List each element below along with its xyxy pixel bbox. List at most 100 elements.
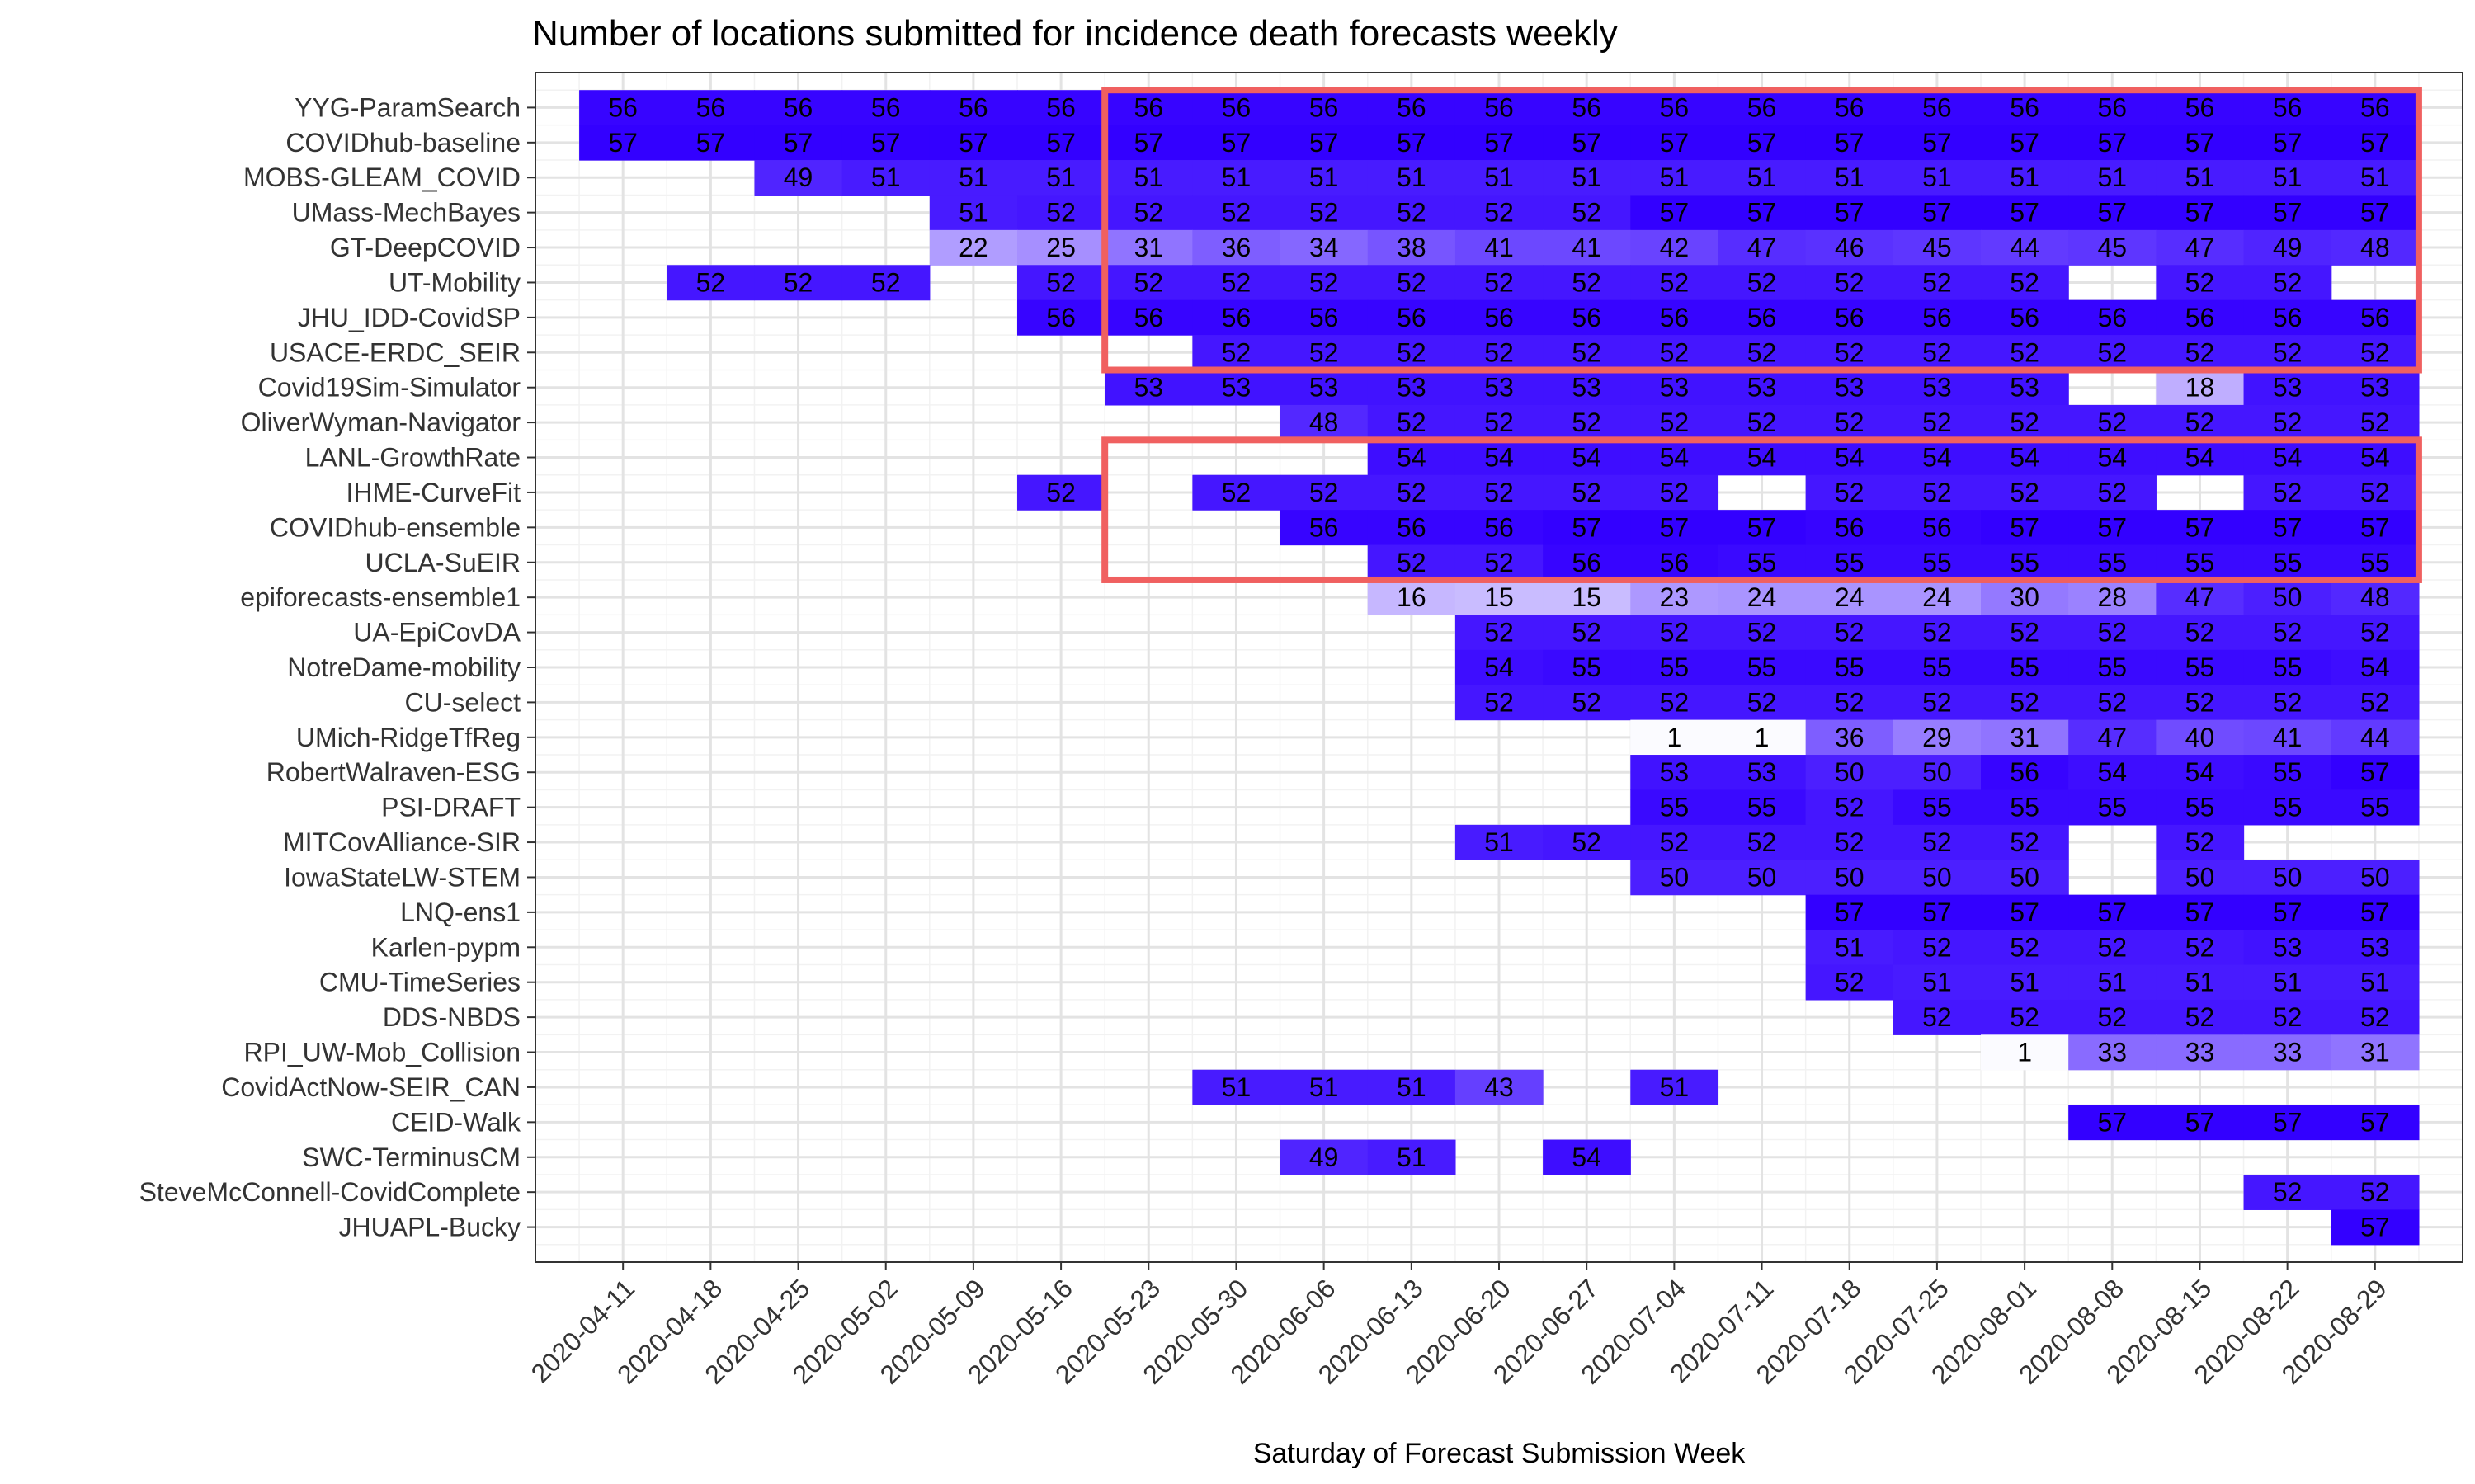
- heatmap-cell: [929, 229, 1018, 266]
- heatmap-cell: [2331, 1209, 2420, 1246]
- heatmap-cell: [2331, 649, 2420, 685]
- y-tick-label: IHME-CurveFit: [346, 478, 521, 507]
- heatmap-cell: [1454, 404, 1544, 440]
- heatmap-cell: [1192, 125, 1281, 161]
- cell-value-label: 56: [871, 92, 901, 122]
- heatmap-cell: [1981, 615, 2069, 651]
- cell-value-label: 1: [1755, 723, 1770, 752]
- cell-value-label: 52: [1309, 198, 1339, 228]
- y-tick-label: LANL-GrowthRate: [305, 443, 521, 473]
- heatmap-cell: [1805, 824, 1894, 860]
- cell-value-label: 25: [1046, 233, 1076, 262]
- heatmap-cell: [1367, 160, 1456, 196]
- heatmap-cell: [1718, 404, 1807, 440]
- heatmap-cell: [2243, 195, 2332, 231]
- heatmap-cell: [1981, 755, 2069, 791]
- cell-value-label: 56: [959, 92, 988, 122]
- cell-value-label: 55: [2273, 548, 2303, 577]
- cell-value-label: 41: [1484, 233, 1514, 262]
- heatmap-cell: [1805, 125, 1894, 161]
- cell-value-label: 52: [784, 267, 813, 297]
- cell-value-label: 52: [2010, 687, 2039, 717]
- cell-value-label: 57: [1134, 128, 1163, 158]
- cell-value-label: 22: [959, 233, 988, 262]
- cell-value-label: 52: [696, 267, 726, 297]
- cell-value-label: 55: [2185, 793, 2215, 822]
- heatmap-cell: [1981, 930, 2069, 966]
- cell-value-label: 52: [1572, 337, 1601, 367]
- cell-value-label: 54: [1922, 443, 1952, 473]
- cell-value-label: 56: [1835, 303, 1864, 332]
- heatmap-cell: [1280, 404, 1369, 440]
- cell-value-label: 57: [1309, 128, 1339, 158]
- cell-value-label: 57: [1660, 128, 1690, 158]
- heatmap-cell: [1454, 649, 1544, 685]
- cell-value-label: 54: [2010, 443, 2039, 473]
- heatmap-cell: [1981, 719, 2069, 756]
- cell-value-label: 54: [1397, 443, 1426, 473]
- cell-value-label: 56: [1922, 92, 1952, 122]
- heatmap-cell: [2331, 964, 2420, 1001]
- y-tick-label: NotreDame-mobility: [287, 652, 521, 682]
- heatmap-cell: [2243, 1174, 2332, 1210]
- cell-value-label: 57: [1835, 897, 1864, 927]
- heatmap-cell: [1280, 195, 1369, 231]
- heatmap-cell: [2243, 964, 2332, 1001]
- cell-value-label: 52: [2097, 1002, 2127, 1032]
- cell-value-label: 57: [2360, 198, 2390, 228]
- cell-value-label: 24: [1922, 582, 1952, 612]
- heatmap-cell: [2243, 579, 2332, 615]
- heatmap-cell: [1981, 160, 2069, 196]
- cell-value-label: 57: [2097, 128, 2127, 158]
- cell-value-label: 51: [2097, 163, 2127, 192]
- cell-value-label: 51: [1572, 163, 1601, 192]
- heatmap-cell: [1893, 474, 1982, 511]
- cell-value-label: 51: [1922, 968, 1952, 997]
- heatmap-cell: [1805, 335, 1894, 371]
- y-tick-label: OliverWyman-Navigator: [241, 408, 521, 437]
- cell-value-label: 52: [2097, 932, 2127, 962]
- cell-value-label: 52: [2010, 478, 2039, 507]
- heatmap-cell: [2068, 229, 2157, 266]
- heatmap-cell: [667, 90, 756, 126]
- heatmap-cell: [2331, 755, 2420, 791]
- heatmap-cell: [1981, 90, 2069, 126]
- y-tick-label: UMass-MechBayes: [292, 198, 521, 228]
- heatmap-cell: [1981, 299, 2069, 336]
- heatmap-cell: [1367, 90, 1456, 126]
- heatmap-cell: [1630, 370, 1719, 406]
- cell-value-label: 55: [2273, 652, 2303, 682]
- heatmap-cell: [1718, 335, 1807, 371]
- cell-value-label: 55: [1922, 652, 1952, 682]
- heatmap-cell: [1454, 824, 1544, 860]
- heatmap-cell: [1367, 510, 1456, 546]
- cell-value-label: 55: [1660, 652, 1690, 682]
- cell-value-label: 54: [2360, 443, 2390, 473]
- heatmap-cell: [1630, 685, 1719, 721]
- cell-value-label: 50: [1660, 862, 1690, 892]
- heatmap-cell: [667, 125, 756, 161]
- heatmap-cell: [1543, 685, 1631, 721]
- cell-value-label: 42: [1660, 233, 1690, 262]
- cell-value-label: 52: [1922, 618, 1952, 648]
- cell-value-label: 54: [2185, 757, 2215, 787]
- cell-value-label: 55: [1835, 652, 1864, 682]
- cell-value-label: 52: [2360, 618, 2390, 648]
- cell-value-label: 55: [1835, 548, 1864, 577]
- heatmap-cell: [1630, 440, 1719, 476]
- cell-value-label: 57: [871, 128, 901, 158]
- cell-value-label: 51: [2273, 163, 2303, 192]
- heatmap-cell: [1543, 440, 1631, 476]
- cell-value-label: 52: [1572, 408, 1601, 437]
- heatmap-cell: [1192, 299, 1281, 336]
- heatmap-cell: [1981, 544, 2069, 581]
- heatmap-cell: [929, 160, 1018, 196]
- heatmap-cell: [2243, 615, 2332, 651]
- heatmap-cell: [1805, 544, 1894, 581]
- cell-value-label: 56: [1835, 92, 1864, 122]
- heatmap-cell: [1718, 615, 1807, 651]
- cell-value-label: 44: [2360, 723, 2390, 752]
- heatmap-cell: [2243, 1034, 2332, 1071]
- y-tick-label: UT-Mobility: [389, 267, 521, 297]
- cell-value-label: 52: [2273, 618, 2303, 648]
